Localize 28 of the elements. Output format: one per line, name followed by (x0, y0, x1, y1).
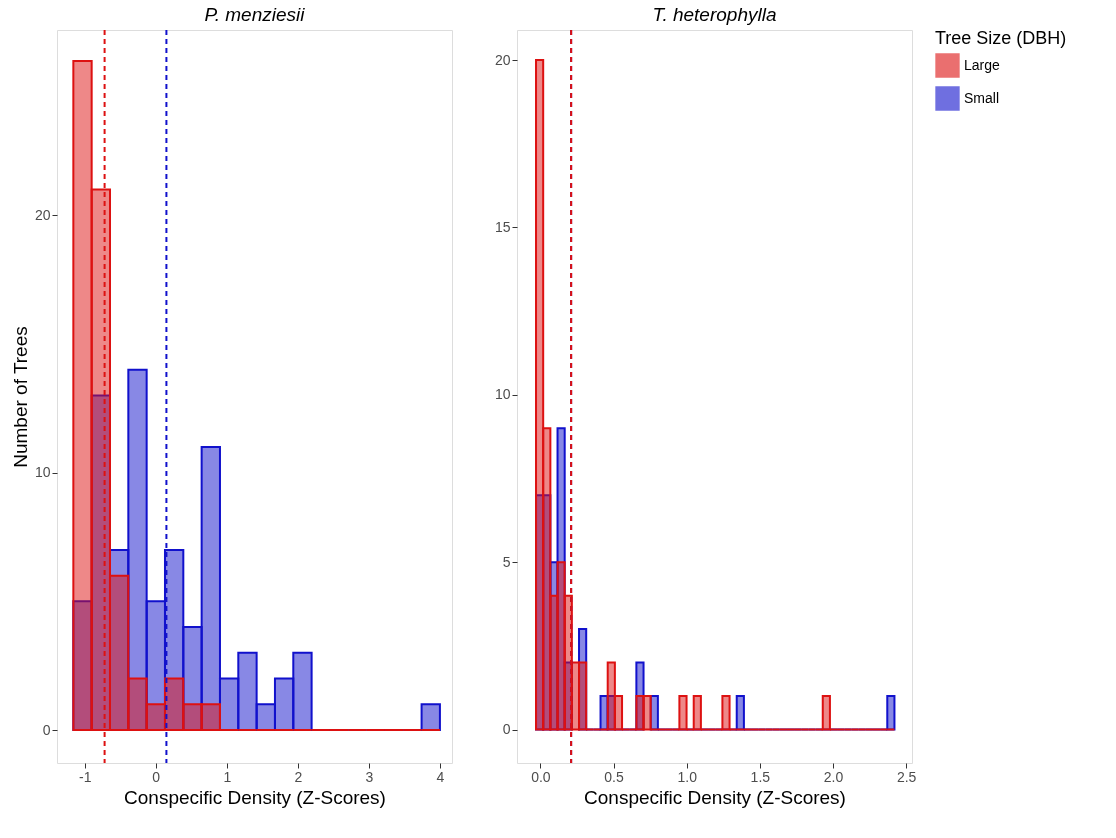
y-axis-title: Number of Trees (9, 326, 31, 468)
chart-title: T. heterophylla (652, 4, 777, 25)
legend-label: Small (964, 89, 1000, 106)
y-tick-label: 10 (494, 386, 511, 403)
x-tick-label: 1 (223, 768, 232, 785)
y-tick-label: 10 (34, 464, 51, 481)
y-tick-label: 20 (34, 206, 51, 223)
y-tick-label: 20 (494, 51, 511, 68)
x-tick-label: 0.0 (531, 768, 551, 785)
x-tick-label: 2 (294, 768, 303, 785)
legend-title: Tree Size (DBH) (935, 28, 1067, 48)
chart-title: P. menziesii (204, 4, 306, 25)
x-tick-label: 4 (436, 768, 445, 785)
y-tick-label: 0 (502, 721, 511, 738)
x-tick-label: 0 (152, 768, 161, 785)
legend-label: Large (964, 56, 1001, 73)
x-axis-title: Conspecific Density (Z-Scores) (124, 786, 386, 808)
x-tick-label: 1.5 (750, 768, 771, 785)
y-tick-label: 0 (42, 721, 51, 738)
x-tick-label: 3 (365, 768, 374, 785)
x-tick-label: -1 (78, 768, 92, 785)
x-tick-label: 1.0 (677, 768, 698, 785)
x-axis-title: Conspecific Density (Z-Scores) (584, 786, 846, 808)
y-tick-label: 5 (502, 553, 511, 570)
x-tick-label: 2.5 (896, 768, 917, 785)
y-tick-label: 15 (494, 218, 511, 235)
x-tick-label: 0.5 (604, 768, 624, 785)
x-tick-label: 2.0 (823, 768, 844, 785)
